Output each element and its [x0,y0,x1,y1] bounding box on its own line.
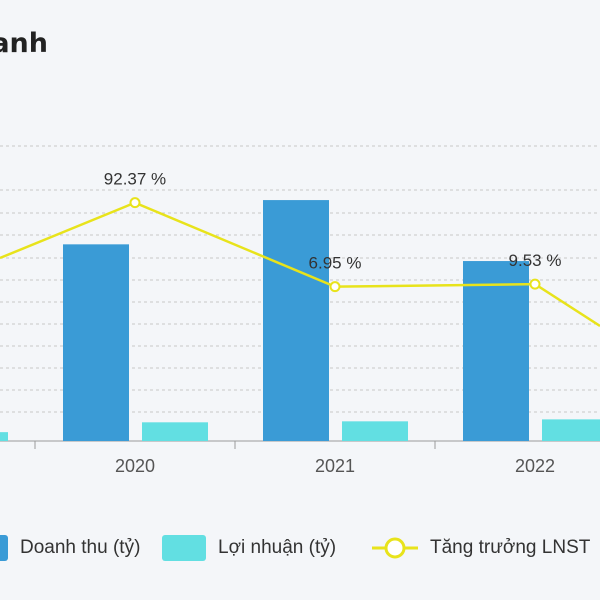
legend-swatch-profit [162,535,206,561]
bar-revenue [463,261,529,441]
growth-point [129,197,141,209]
legend-item-growth[interactable]: Tăng trưởng LNST [372,528,590,568]
growth-label: 92.37 % [104,170,166,189]
legend-label-growth: Tăng trưởng LNST [430,537,591,558]
chart-legend: Doanh thu (tỷ) Lợi nhuận (tỷ) Tăng trưởn… [0,528,600,568]
chart-plot: 2019202020212022202392.37 %6.95 %9.53 % [0,145,600,476]
legend-label-profit: Lợi nhuận (tỷ) [218,537,337,558]
growth-point [329,281,341,293]
bar-revenue [63,244,129,441]
x-tick-label: 2022 [515,456,555,476]
bar-profit [0,432,8,441]
chart-title: Kết quả kinh doanh [0,28,48,59]
growth-label: 6.95 % [309,254,362,273]
growth-label: 9.53 % [509,251,562,270]
bar-profit [342,421,408,441]
x-tick-label: 2021 [315,456,355,476]
legend-item-revenue[interactable]: Doanh thu (tỷ) [0,528,140,568]
bar-revenue [263,200,329,441]
bar-profit [542,419,600,441]
legend-swatch-revenue [0,535,8,561]
legend-item-profit[interactable]: Lợi nhuận (tỷ) [162,528,336,568]
legend-label-revenue: Doanh thu (tỷ) [20,537,141,558]
legend-swatch-growth [372,537,418,559]
growth-point [529,278,541,290]
bar-profit [142,422,208,441]
x-tick-label: 2020 [115,456,155,476]
